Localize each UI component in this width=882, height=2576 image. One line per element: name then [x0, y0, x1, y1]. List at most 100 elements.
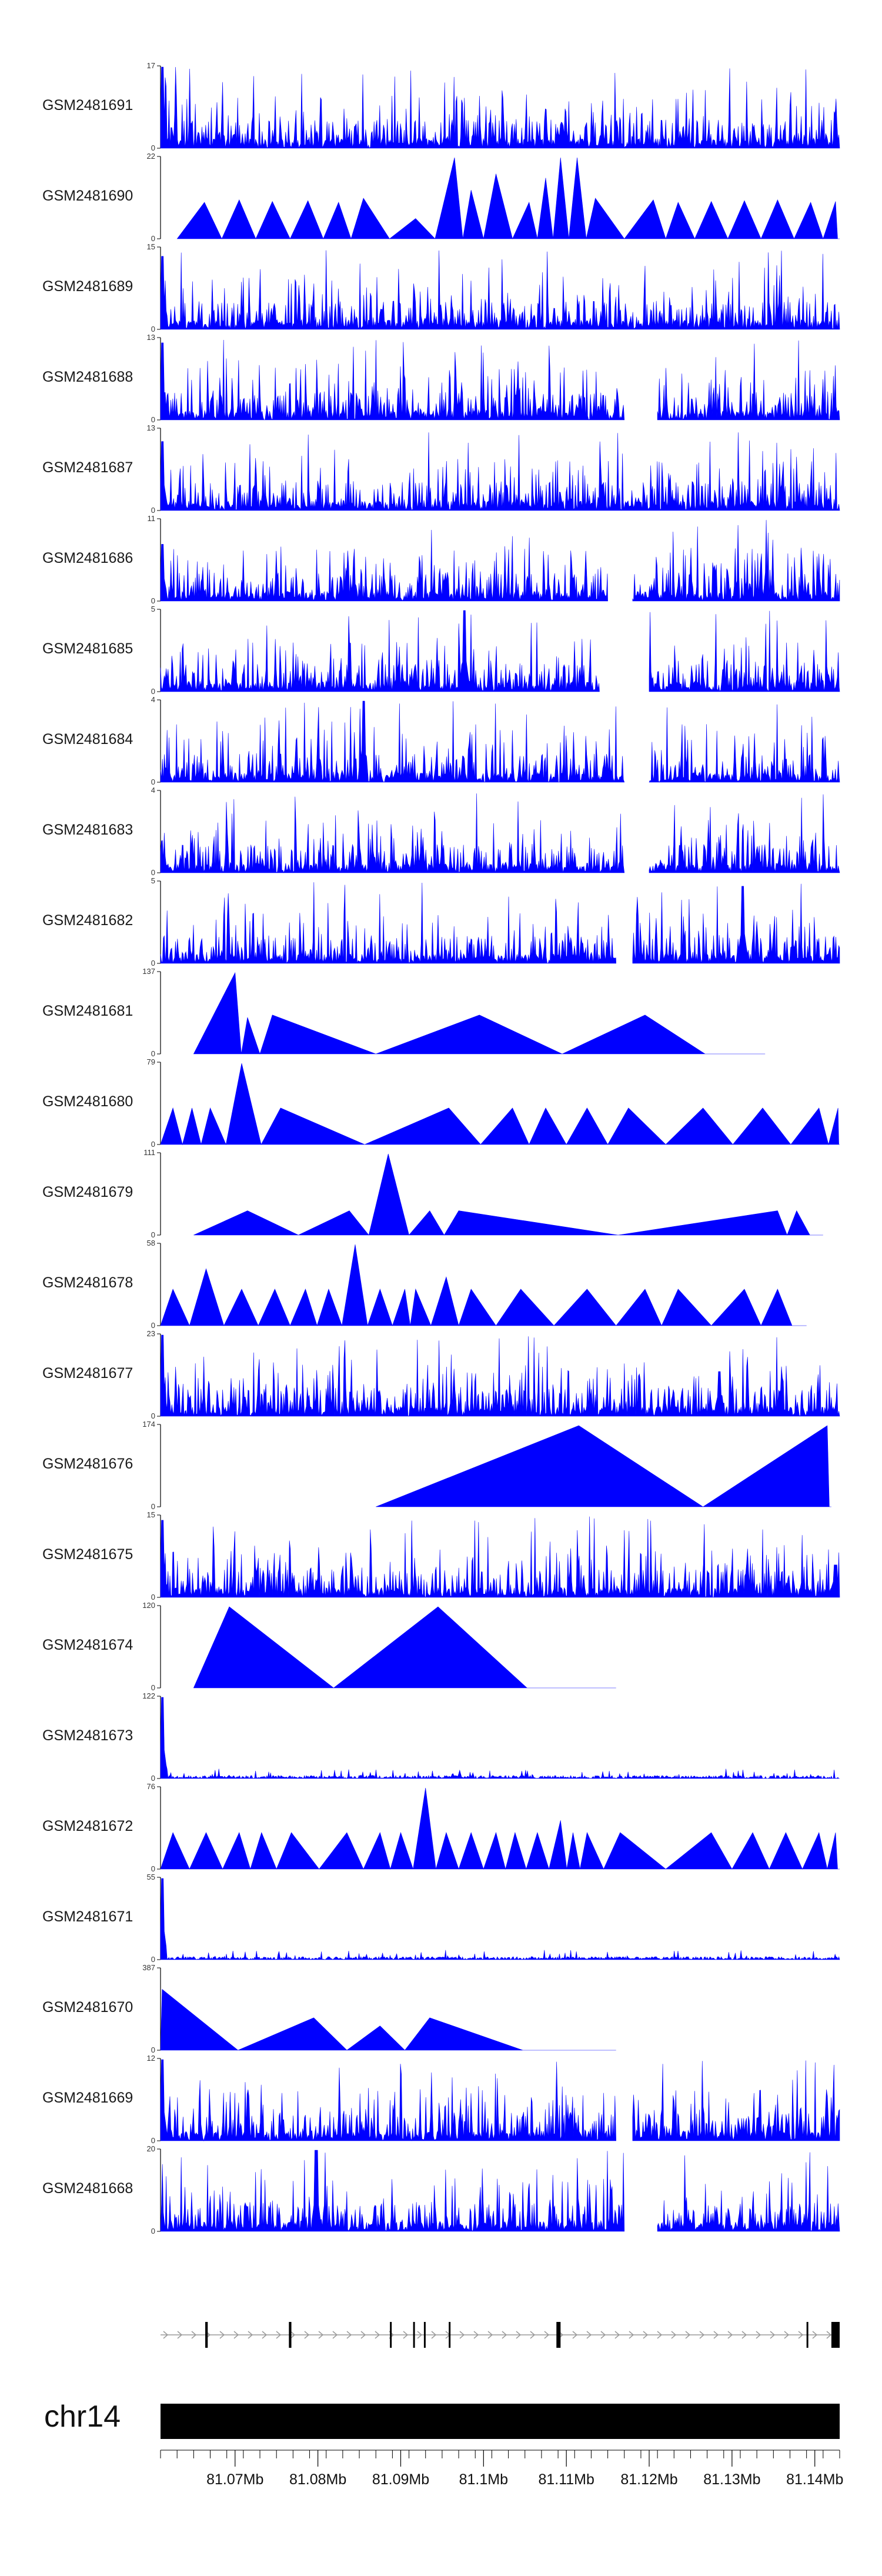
track-signal-area — [160, 432, 840, 511]
track-signal-area — [160, 66, 840, 149]
track-ymax-label: 15 — [147, 1510, 155, 1519]
strand-arrow-icon — [713, 2331, 719, 2339]
track-ymin-label: 0 — [151, 1049, 155, 1058]
strand-arrow-icon — [629, 2331, 634, 2339]
track-ymin-label: 0 — [151, 1774, 155, 1783]
track-ymin-label: 0 — [151, 1955, 155, 1964]
gene-exon — [390, 2322, 392, 2348]
track-ymax-label: 79 — [147, 1057, 155, 1066]
strand-arrow-icon — [784, 2331, 790, 2339]
track-label: GSM2481672 — [42, 1818, 133, 1834]
track-ymax-label: 20 — [147, 2144, 155, 2153]
track-ymin-label: 0 — [151, 2046, 155, 2054]
strand-arrow-icon — [417, 2331, 423, 2339]
track-GSM2481669: GSM2481669 12 0 — [42, 2054, 840, 2145]
track-signal-area — [160, 793, 840, 873]
track-ymax-label: 11 — [148, 514, 156, 523]
track-label: GSM2481681 — [42, 1003, 133, 1019]
track-GSM2481678: GSM2481678 58 0 — [42, 1239, 807, 1330]
track-ymin-label: 0 — [151, 1502, 155, 1511]
strand-arrow-icon — [812, 2331, 818, 2339]
gene-exon — [831, 2322, 840, 2348]
track-ymax-label: 13 — [147, 423, 155, 432]
track-ymax-label: 23 — [147, 1329, 155, 1338]
gene-exon — [289, 2322, 292, 2348]
track-GSM2481679: GSM2481679 111 0 — [42, 1148, 823, 1239]
gene-exon — [806, 2322, 808, 2348]
axis-tick-label: 81.08Mb — [289, 2471, 346, 2488]
strand-arrow-icon — [671, 2331, 677, 2339]
track-ymin-label: 0 — [151, 687, 155, 696]
strand-arrow-icon — [657, 2331, 663, 2339]
strand-arrow-icon — [643, 2331, 649, 2339]
strand-arrow-icon — [685, 2331, 691, 2339]
track-ymax-label: 387 — [142, 1963, 155, 1972]
strand-arrow-icon — [346, 2331, 352, 2339]
track-signal-area — [160, 700, 840, 783]
track-signal-area — [193, 1153, 823, 1236]
track-label: GSM2481668 — [42, 2180, 133, 2197]
track-ymax-label: 4 — [151, 786, 155, 795]
axis-tick-label: 81.09Mb — [372, 2471, 429, 2488]
track-GSM2481670: GSM2481670 387 0 — [42, 1963, 616, 2054]
strand-arrow-icon — [826, 2331, 832, 2339]
genome-axis: 81.07Mb 81.08Mb 81.09Mb 81.1Mb 81.11Mb 81.12M… — [160, 2450, 843, 2488]
track-ymax-label: 12 — [147, 2054, 155, 2063]
axis-tick-label: 81.11Mb — [538, 2471, 594, 2488]
gene-exon — [413, 2322, 415, 2348]
track-GSM2481690: GSM2481690 22 0 — [42, 152, 840, 243]
strand-arrow-icon — [375, 2331, 380, 2339]
track-label: GSM2481683 — [42, 822, 133, 838]
strand-arrow-icon — [290, 2331, 296, 2339]
track-ymin-label: 0 — [151, 2136, 155, 2145]
track-signal-area — [376, 1425, 831, 1507]
track-ymin-label: 0 — [151, 1321, 155, 1330]
track-ymin-label: 0 — [151, 506, 155, 515]
track-GSM2481686: GSM2481686 11 0 — [42, 514, 840, 605]
track-signal-area — [160, 250, 840, 330]
track-signal-area — [160, 882, 840, 964]
chromosome-band — [161, 2404, 840, 2439]
track-ymax-label: 58 — [147, 1239, 155, 1247]
strand-arrow-icon — [572, 2331, 578, 2339]
gene-model-track — [161, 2322, 840, 2348]
track-signal-area — [193, 1606, 616, 1689]
strand-arrow-icon — [502, 2331, 507, 2339]
track-ymin-label: 0 — [151, 778, 155, 786]
strand-arrow-icon — [360, 2331, 366, 2339]
track-signal-area — [160, 1988, 616, 2051]
track-ymin-label: 0 — [151, 1683, 155, 1692]
track-label: GSM2481673 — [42, 1727, 133, 1744]
strand-arrow-icon — [586, 2331, 592, 2339]
track-GSM2481675: GSM2481675 15 0 — [42, 1510, 840, 1601]
track-ymax-label: 22 — [147, 152, 155, 161]
track-ymax-label: 4 — [151, 695, 155, 704]
track-label: GSM2481684 — [42, 731, 133, 748]
track-label: GSM2481688 — [42, 369, 133, 385]
track-ymax-label: 137 — [142, 967, 155, 976]
track-ymin-label: 0 — [151, 1864, 155, 1873]
track-signal-area — [160, 520, 840, 602]
track-GSM2481671: GSM2481671 55 0 — [42, 1873, 840, 1964]
strand-arrow-icon — [233, 2331, 239, 2339]
axis-tick-label: 81.12Mb — [620, 2471, 677, 2488]
track-signal-area — [160, 1334, 840, 1417]
strand-arrow-icon — [756, 2331, 761, 2339]
axis-tick-label: 81.13Mb — [703, 2471, 760, 2488]
track-label: GSM2481689 — [42, 278, 133, 295]
track-ymin-label: 0 — [151, 325, 155, 333]
track-GSM2481668: GSM2481668 20 0 — [42, 2144, 840, 2235]
track-label: GSM2481679 — [42, 1184, 133, 1200]
track-signal-area — [160, 610, 840, 692]
track-GSM2481674: GSM2481674 120 0 — [42, 1601, 616, 1692]
track-signal-area — [160, 339, 840, 421]
strand-arrow-icon — [403, 2331, 409, 2339]
ideogram-track: chr14 — [44, 2400, 840, 2439]
strand-arrow-icon — [727, 2331, 733, 2339]
track-ymin-label: 0 — [151, 234, 155, 243]
track-GSM2481681: GSM2481681 137 0 — [42, 967, 766, 1058]
strand-arrow-icon — [516, 2331, 522, 2339]
track-ymax-label: 5 — [151, 876, 155, 885]
track-label: GSM2481676 — [42, 1456, 133, 1472]
track-ymin-label: 0 — [151, 415, 155, 424]
